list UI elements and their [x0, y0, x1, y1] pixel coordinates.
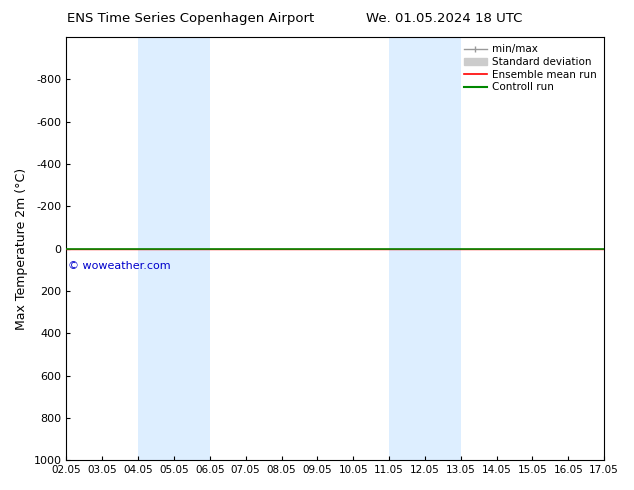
- Text: We. 01.05.2024 18 UTC: We. 01.05.2024 18 UTC: [366, 12, 522, 25]
- Text: ENS Time Series Copenhagen Airport: ENS Time Series Copenhagen Airport: [67, 12, 314, 25]
- Bar: [138, 37, 174, 460]
- Y-axis label: Max Temperature 2m (°C): Max Temperature 2m (°C): [15, 168, 28, 330]
- Bar: [174, 37, 210, 460]
- Legend: min/max, Standard deviation, Ensemble mean run, Controll run: min/max, Standard deviation, Ensemble me…: [462, 42, 599, 94]
- Bar: [389, 37, 425, 460]
- Bar: [425, 37, 461, 460]
- Text: © woweather.com: © woweather.com: [68, 261, 171, 271]
